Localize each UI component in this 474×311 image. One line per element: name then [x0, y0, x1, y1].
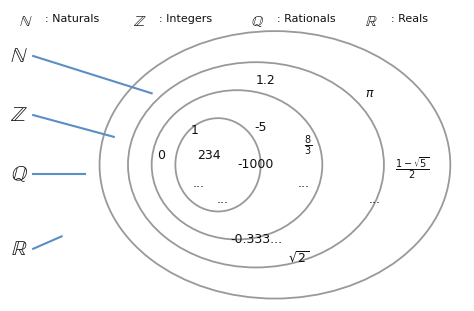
- Text: 1.2: 1.2: [255, 74, 275, 87]
- Text: 1: 1: [191, 124, 198, 137]
- Text: -1000: -1000: [238, 158, 274, 171]
- Text: -0.333...: -0.333...: [230, 233, 282, 246]
- Text: : Reals: : Reals: [391, 14, 428, 24]
- Text: $\mathbb{Q}$: $\mathbb{Q}$: [10, 164, 27, 184]
- Text: $\mathbb{R}$: $\mathbb{R}$: [11, 239, 27, 259]
- Text: ...: ...: [368, 193, 381, 206]
- Text: : Integers: : Integers: [159, 14, 212, 24]
- Text: $\mathbb{Q}$: $\mathbb{Q}$: [251, 14, 264, 29]
- Text: $\mathbb{N}$: $\mathbb{N}$: [19, 14, 33, 29]
- Text: $\pi$: $\pi$: [365, 87, 374, 100]
- Text: $\sqrt{2}$: $\sqrt{2}$: [288, 251, 309, 266]
- Text: $\frac{8}{3}$: $\frac{8}{3}$: [304, 134, 312, 158]
- Text: : Naturals: : Naturals: [45, 14, 99, 24]
- Text: : Rationals: : Rationals: [277, 14, 336, 24]
- Text: 234: 234: [197, 149, 220, 162]
- Text: $\mathbb{Z}$: $\mathbb{Z}$: [133, 14, 146, 29]
- Text: ...: ...: [193, 177, 205, 190]
- Text: $\mathbb{N}$: $\mathbb{N}$: [10, 46, 28, 66]
- Text: $\mathbb{Z}$: $\mathbb{Z}$: [10, 105, 28, 125]
- Text: -5: -5: [255, 121, 267, 134]
- Text: 0: 0: [157, 149, 165, 162]
- Text: ...: ...: [217, 193, 229, 206]
- Text: ...: ...: [297, 177, 310, 190]
- Text: $\frac{1-\sqrt{5}}{2}$: $\frac{1-\sqrt{5}}{2}$: [395, 155, 429, 181]
- Text: $\mathbb{R}$: $\mathbb{R}$: [365, 14, 377, 29]
